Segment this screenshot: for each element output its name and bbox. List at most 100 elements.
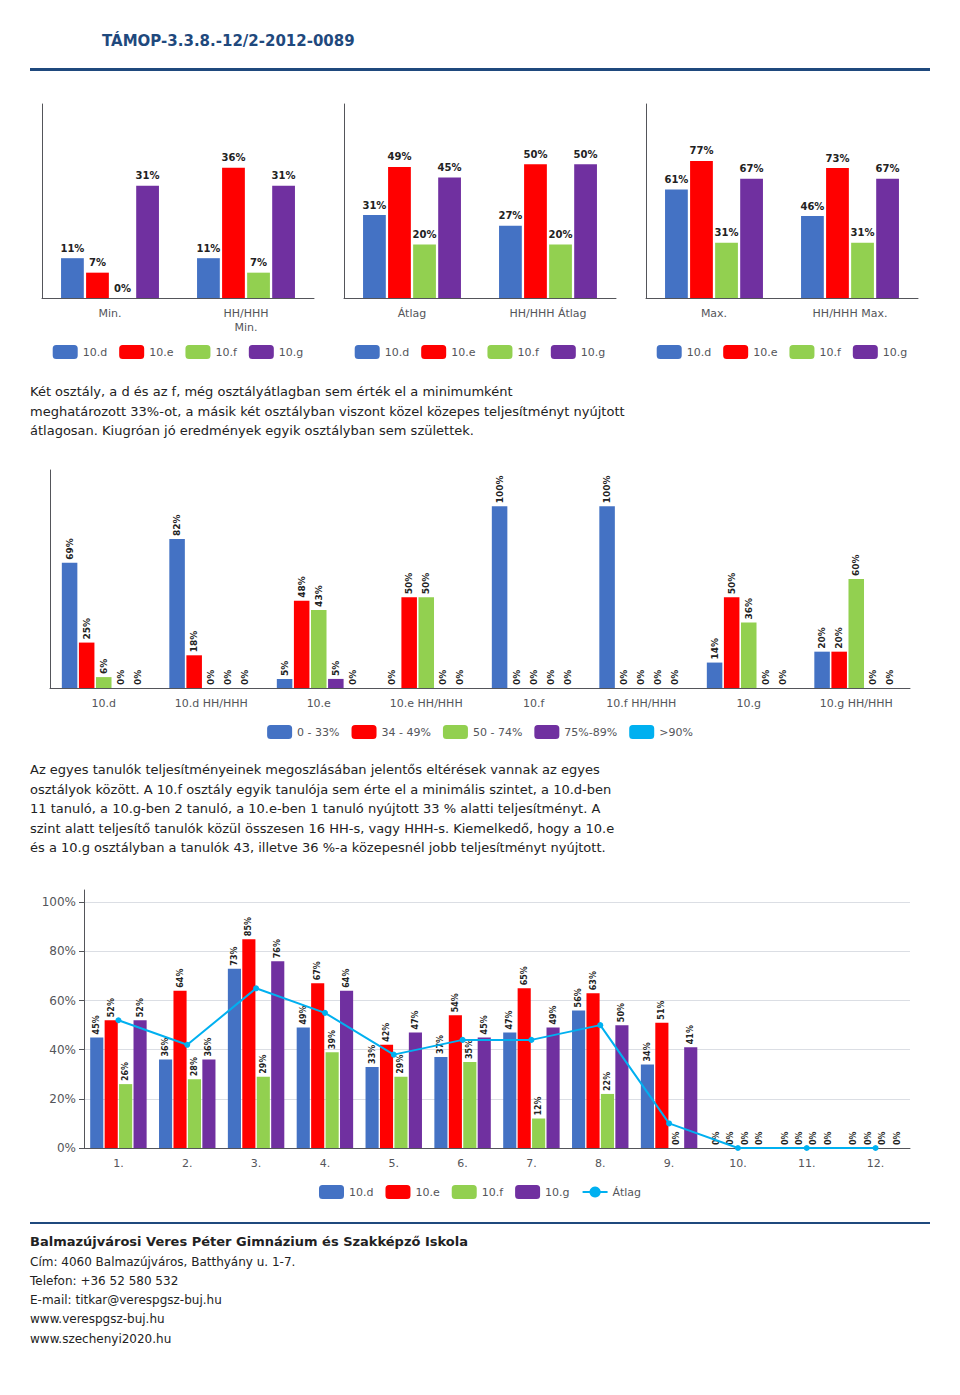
svg-text:65%: 65% [520, 966, 529, 985]
svg-text:2.: 2. [182, 1157, 193, 1170]
svg-text:0%: 0% [114, 283, 131, 294]
svg-text:6%: 6% [99, 659, 109, 674]
svg-text:31%: 31% [136, 170, 160, 181]
svg-text:9.: 9. [664, 1157, 675, 1170]
svg-text:11%: 11% [196, 243, 220, 254]
svg-text:29%: 29% [396, 1055, 405, 1074]
svg-text:0%: 0% [885, 670, 895, 685]
svg-text:33%: 33% [368, 1045, 377, 1064]
svg-text:10.g: 10.g [883, 346, 907, 359]
svg-text:67%: 67% [313, 961, 322, 980]
svg-text:0%: 0% [438, 670, 448, 685]
svg-text:60%: 60% [49, 994, 76, 1008]
svg-text:100%: 100% [495, 476, 505, 504]
svg-text:0%: 0% [240, 670, 250, 685]
svg-text:34 - 49%: 34 - 49% [382, 726, 431, 739]
svg-text:50%: 50% [727, 573, 737, 595]
svg-text:0%: 0% [455, 670, 465, 685]
svg-text:0%: 0% [512, 670, 522, 685]
svg-text:10.e: 10.e [753, 346, 777, 359]
svg-text:49%: 49% [388, 151, 412, 162]
svg-text:0%: 0% [116, 670, 126, 685]
svg-text:22%: 22% [603, 1072, 612, 1091]
svg-text:64%: 64% [176, 969, 185, 988]
svg-text:7%: 7% [89, 257, 106, 268]
svg-text:20%: 20% [49, 1092, 76, 1106]
svg-text:35%: 35% [465, 1040, 474, 1059]
svg-text:10.: 10. [729, 1157, 747, 1170]
svg-text:10.d: 10.d [83, 346, 107, 359]
svg-text:HH/HHH Átlag: HH/HHH Átlag [510, 307, 587, 320]
svg-text:0%: 0% [755, 1131, 764, 1145]
svg-text:Átlag: Átlag [613, 1186, 641, 1199]
svg-text:HH/HHH Max.: HH/HHH Max. [813, 307, 888, 320]
svg-text:10.g: 10.g [737, 697, 761, 710]
svg-text:10.d: 10.d [385, 346, 409, 359]
svg-text:100%: 100% [602, 476, 612, 504]
svg-text:85%: 85% [244, 917, 253, 936]
svg-text:27%: 27% [498, 210, 522, 221]
svg-text:0%: 0% [636, 670, 646, 685]
svg-text:4.: 4. [320, 1157, 331, 1170]
svg-text:HH/HHH: HH/HHH [223, 307, 268, 320]
svg-text:75%-89%: 75%-89% [564, 726, 617, 739]
svg-text:7.: 7. [526, 1157, 537, 1170]
svg-text:39%: 39% [328, 1030, 337, 1049]
svg-text:63%: 63% [589, 971, 598, 990]
svg-text:10.f: 10.f [482, 1186, 504, 1199]
svg-text:7%: 7% [250, 257, 267, 268]
svg-text:0%: 0% [653, 670, 663, 685]
svg-text:0%: 0% [387, 670, 397, 685]
svg-text:14%: 14% [710, 638, 720, 660]
svg-text:0%: 0% [741, 1131, 750, 1145]
svg-text:10.e: 10.e [451, 346, 475, 359]
svg-text:31%: 31% [272, 170, 296, 181]
svg-text:76%: 76% [273, 939, 282, 958]
svg-text:67%: 67% [876, 163, 900, 174]
svg-text:10.d: 10.d [349, 1186, 373, 1199]
svg-text:45%: 45% [438, 162, 462, 173]
svg-text:0%: 0% [781, 1131, 790, 1145]
svg-text:Max.: Max. [701, 307, 727, 320]
svg-text:10.f HH/HHH: 10.f HH/HHH [606, 697, 676, 710]
svg-text:12%: 12% [534, 1096, 543, 1115]
svg-text:0%: 0% [563, 670, 573, 685]
svg-text:64%: 64% [342, 969, 351, 988]
svg-text:0%: 0% [546, 670, 556, 685]
svg-text:10.e: 10.e [149, 346, 173, 359]
svg-text:73%: 73% [230, 946, 239, 965]
svg-text:0%: 0% [761, 670, 771, 685]
svg-text:6.: 6. [457, 1157, 468, 1170]
svg-text:0%: 0% [868, 670, 878, 685]
svg-text:10.f: 10.f [517, 346, 539, 359]
svg-text:31%: 31% [362, 200, 386, 211]
svg-text:Min.: Min. [234, 321, 257, 334]
svg-text:>90%: >90% [659, 726, 693, 739]
svg-text:0%: 0% [619, 670, 629, 685]
svg-text:10.e: 10.e [307, 697, 331, 710]
svg-text:20%: 20% [549, 229, 573, 240]
svg-text:20%: 20% [817, 627, 827, 649]
svg-text:10.d HH/HHH: 10.d HH/HHH [175, 697, 248, 710]
svg-text:36%: 36% [222, 152, 246, 163]
svg-text:49%: 49% [299, 1005, 308, 1024]
svg-text:10.e: 10.e [415, 1186, 439, 1199]
svg-text:47%: 47% [411, 1010, 420, 1029]
svg-text:31%: 31% [851, 227, 875, 238]
svg-text:50%: 50% [404, 573, 414, 595]
svg-text:11%: 11% [60, 243, 84, 254]
svg-text:82%: 82% [172, 514, 182, 536]
svg-text:1.: 1. [113, 1157, 124, 1170]
svg-text:0%: 0% [878, 1131, 887, 1145]
svg-text:26%: 26% [121, 1062, 130, 1081]
svg-text:10.f: 10.f [523, 697, 545, 710]
svg-text:10.f: 10.f [215, 346, 237, 359]
svg-text:36%: 36% [744, 598, 754, 620]
svg-text:0%: 0% [670, 670, 680, 685]
svg-text:0%: 0% [529, 670, 539, 685]
svg-text:20%: 20% [834, 627, 844, 649]
svg-text:Min.: Min. [98, 307, 121, 320]
svg-text:0%: 0% [824, 1131, 833, 1145]
svg-text:100%: 100% [42, 895, 76, 909]
svg-text:0%: 0% [893, 1131, 902, 1145]
